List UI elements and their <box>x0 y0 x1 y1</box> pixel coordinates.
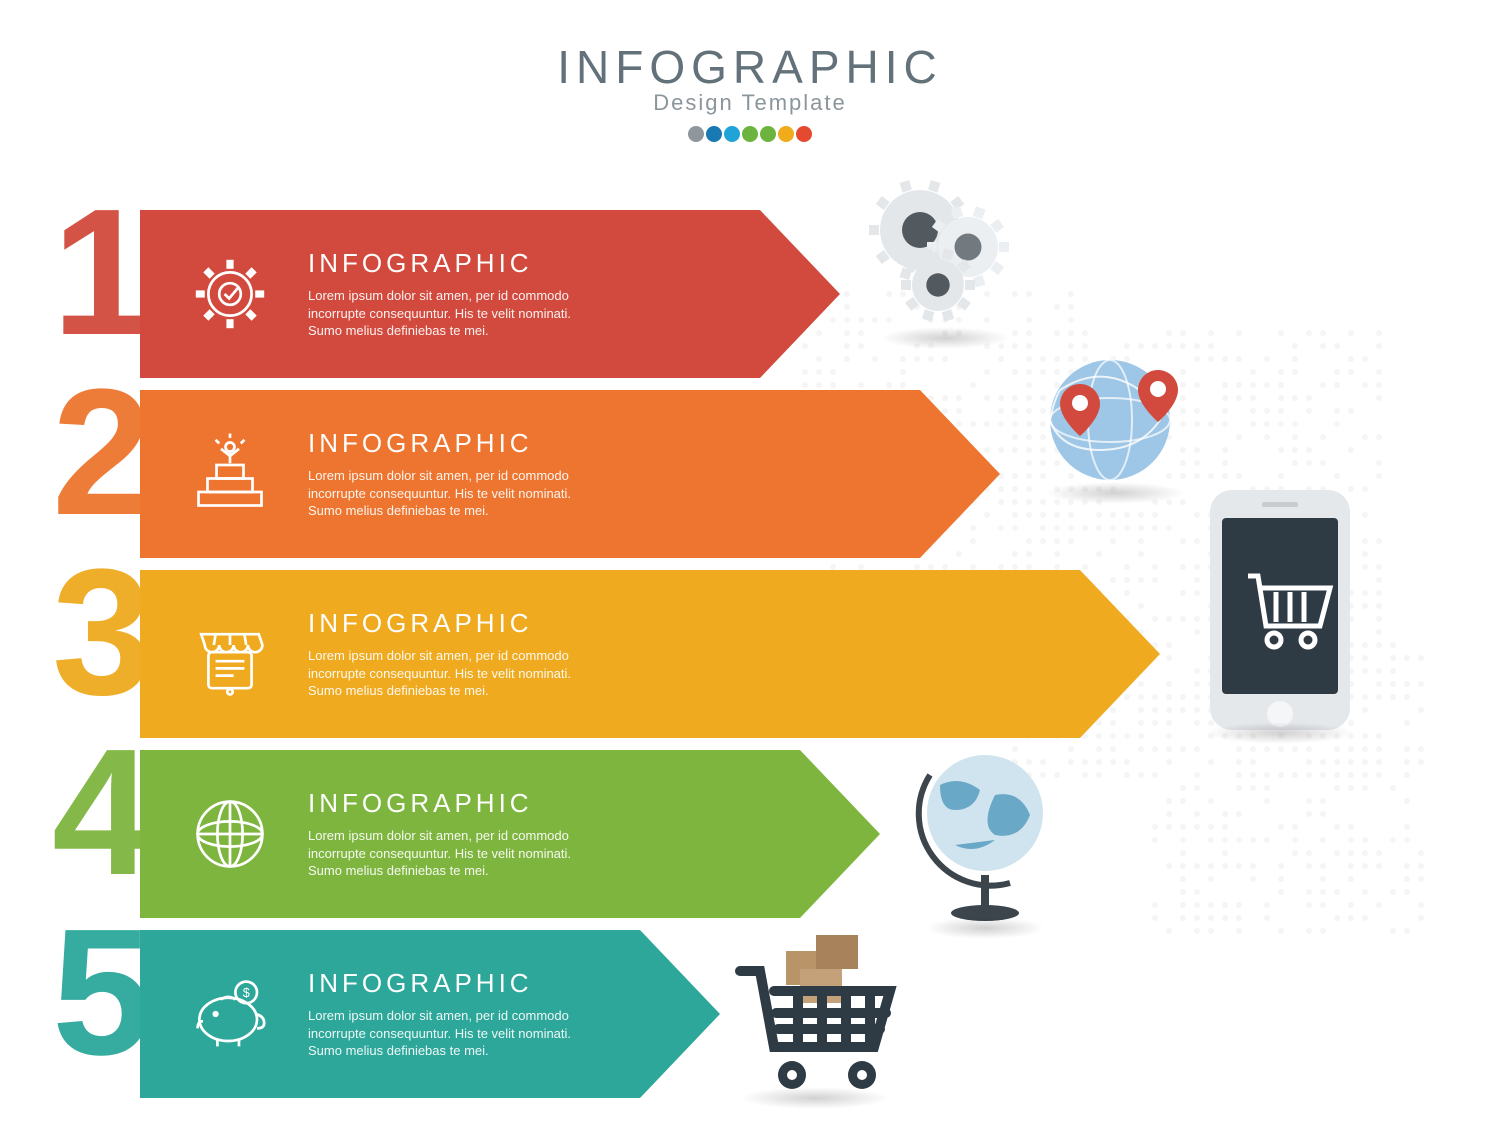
globe-stand-icon <box>900 735 1070 940</box>
indicator-dot <box>706 126 722 142</box>
phone-cart-icon <box>1190 480 1370 745</box>
arrow-bar: $ INFOGRAPHIC Lorem ipsum dolor sit amen,… <box>140 930 720 1098</box>
piggy-bank-icon: $ <box>180 964 280 1064</box>
page-subtitle: Design Template <box>0 90 1500 116</box>
globe-pins-icon <box>1020 330 1210 505</box>
step-number: 4 <box>52 736 144 889</box>
gear-check-icon <box>180 244 280 344</box>
gears-icon <box>860 175 1030 350</box>
step-title: INFOGRAPHIC <box>308 788 580 819</box>
indicator-dot <box>724 126 740 142</box>
indicator-dot <box>778 126 794 142</box>
step-body: Lorem ipsum dolor sit amen, per id commo… <box>308 287 580 340</box>
arrow-bar: INFOGRAPHIC Lorem ipsum dolor sit amen, p… <box>140 390 1000 558</box>
arrow-bar: INFOGRAPHIC Lorem ipsum dolor sit amen, p… <box>140 750 880 918</box>
header: INFOGRAPHIC Design Template <box>0 40 1500 147</box>
step-body: Lorem ipsum dolor sit amen, per id commo… <box>308 827 580 880</box>
indicator-dot <box>796 126 812 142</box>
indicator-dot <box>760 126 776 142</box>
arrow-bar: INFOGRAPHIC Lorem ipsum dolor sit amen, p… <box>140 210 840 378</box>
indicator-dots <box>0 126 1500 147</box>
globe-lines-icon <box>180 784 280 884</box>
step-body: Lorem ipsum dolor sit amen, per id commo… <box>308 647 580 700</box>
cart-boxes-icon <box>720 925 910 1110</box>
step-title: INFOGRAPHIC <box>308 968 580 999</box>
step-body: Lorem ipsum dolor sit amen, per id commo… <box>308 1007 580 1060</box>
step-number: 2 <box>52 376 144 529</box>
step-title: INFOGRAPHIC <box>308 428 580 459</box>
step-title: INFOGRAPHIC <box>308 608 580 639</box>
step-title: INFOGRAPHIC <box>308 248 580 279</box>
step-number: 5 <box>52 916 144 1069</box>
indicator-dot <box>688 126 704 142</box>
step-body: Lorem ipsum dolor sit amen, per id commo… <box>308 467 580 520</box>
svg-text:$: $ <box>243 986 250 1000</box>
step-number: 3 <box>52 556 144 709</box>
storefront-icon <box>180 604 280 704</box>
indicator-dot <box>742 126 758 142</box>
page-title: INFOGRAPHIC <box>0 40 1500 94</box>
success-stairs-icon <box>180 424 280 524</box>
arrow-bar: INFOGRAPHIC Lorem ipsum dolor sit amen, p… <box>140 570 1160 738</box>
step-number: 1 <box>52 196 144 349</box>
